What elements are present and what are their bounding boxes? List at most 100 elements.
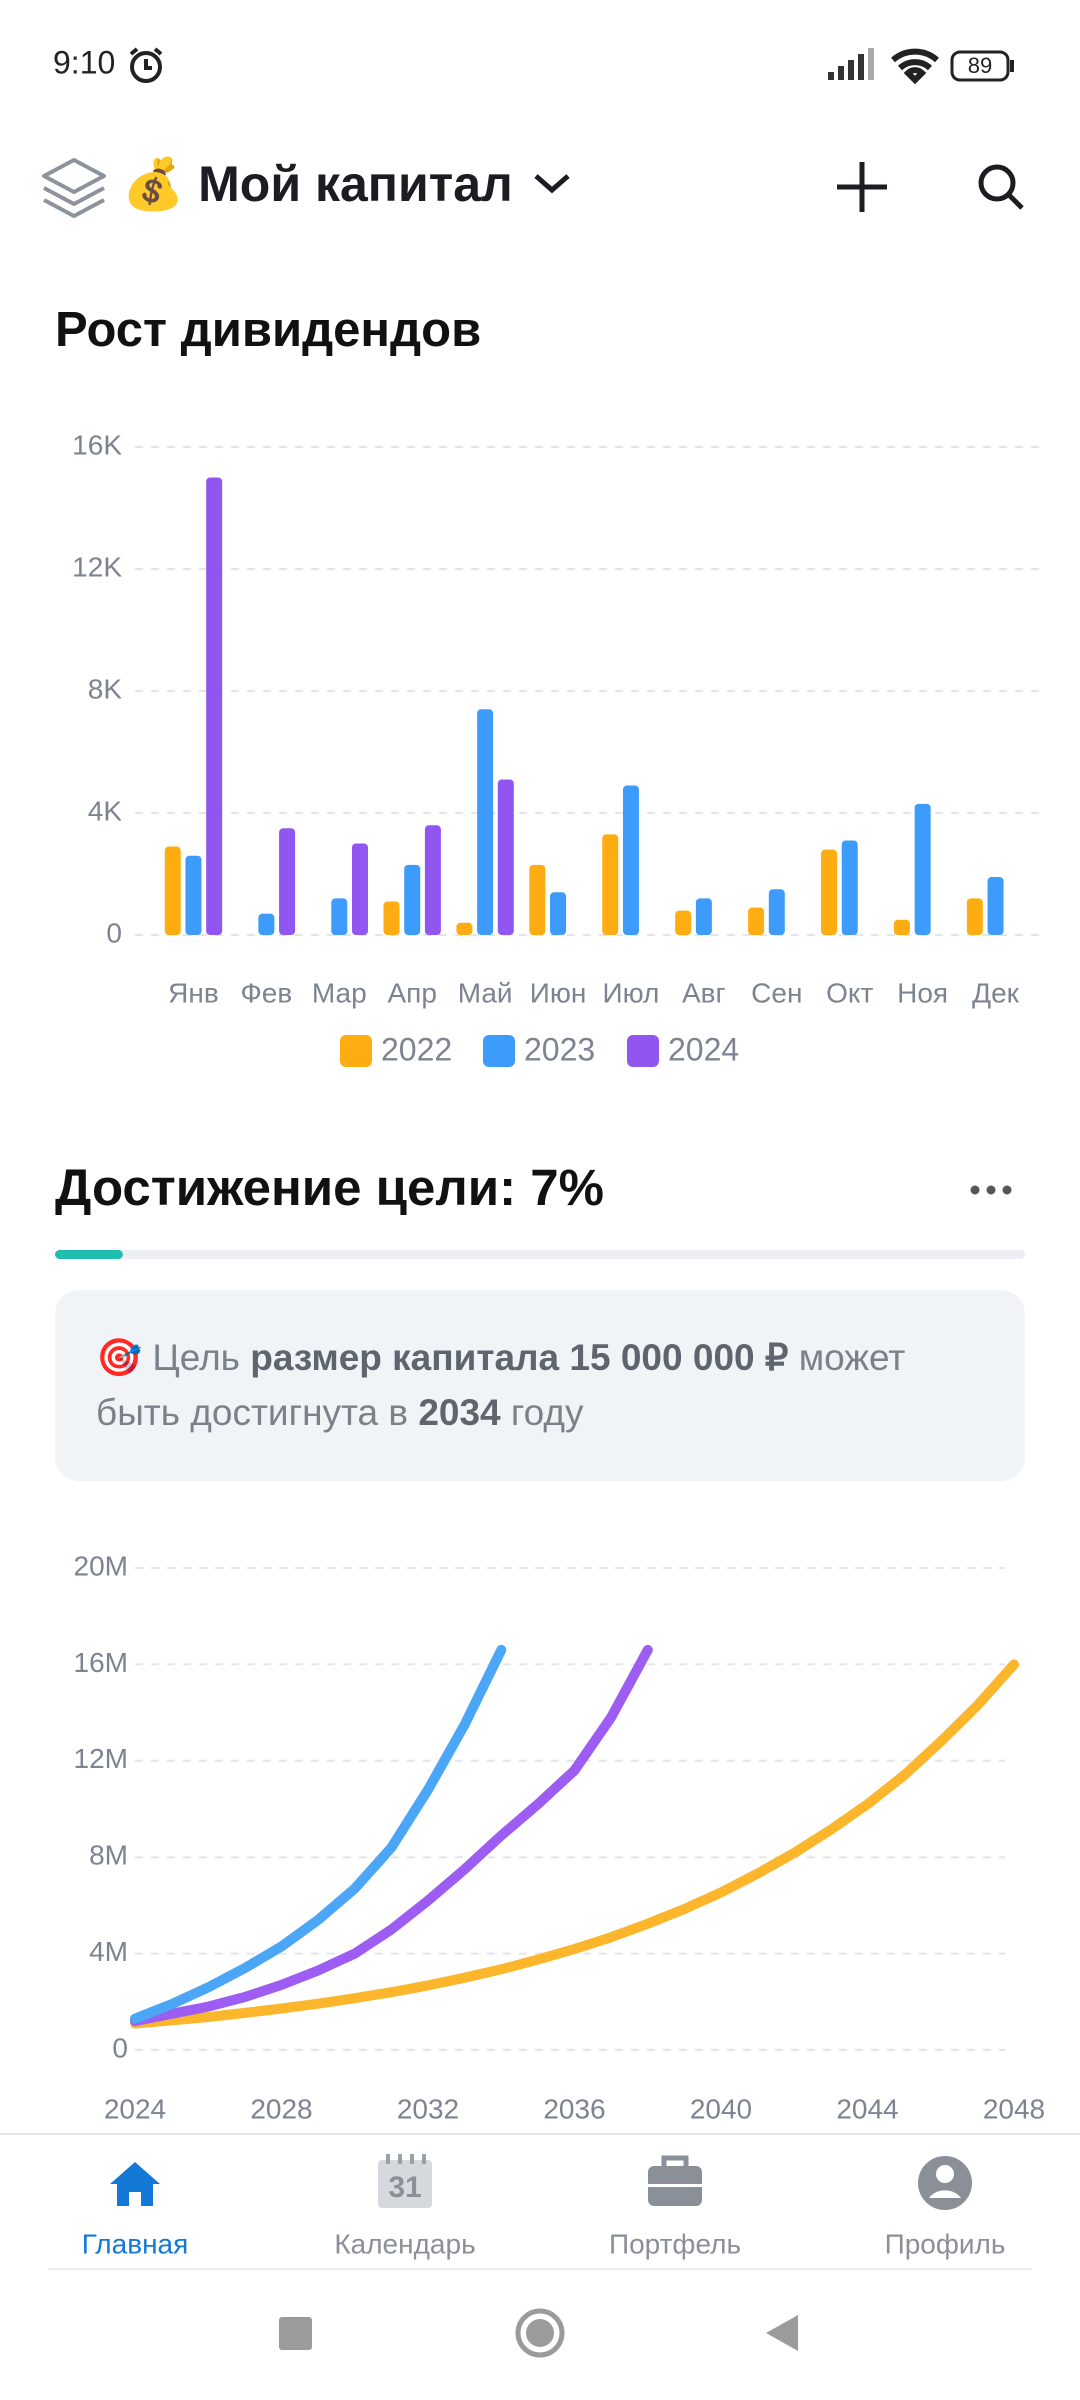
bar bbox=[550, 892, 567, 935]
message-text: быть достигнута в bbox=[96, 1392, 418, 1433]
x-tick-label: Ноя bbox=[897, 977, 948, 1008]
y-tick-label: 16K bbox=[72, 429, 122, 460]
x-tick-label: Апр bbox=[387, 977, 436, 1008]
message-text: Цель bbox=[152, 1337, 250, 1378]
message-text: может bbox=[788, 1337, 905, 1378]
y-tick-label: 0 bbox=[112, 2032, 128, 2063]
bar bbox=[206, 477, 223, 935]
line-series bbox=[130, 1644, 507, 2024]
bar bbox=[622, 785, 639, 935]
bar bbox=[331, 898, 348, 935]
bar bbox=[675, 910, 692, 935]
message-bold: 2034 bbox=[418, 1392, 501, 1433]
bar bbox=[748, 907, 765, 935]
portfolio-title[interactable]: 💰 Мой капитал bbox=[122, 155, 513, 214]
y-tick-label: 4M bbox=[89, 1936, 128, 1967]
bar bbox=[529, 864, 546, 935]
x-tick-label: 2028 bbox=[250, 2093, 312, 2124]
x-tick-label: 2040 bbox=[690, 2093, 752, 2124]
message-bold: размер капитала 15 000 000 ₽ bbox=[250, 1337, 788, 1378]
y-tick-label: 8K bbox=[88, 673, 123, 704]
x-tick-label: 2032 bbox=[397, 2093, 459, 2124]
goal-percent: 7% bbox=[530, 1159, 604, 1216]
goal-title: Достижение цели: 7% bbox=[55, 1159, 604, 1216]
x-tick-label: Июл bbox=[603, 977, 660, 1008]
y-tick-label: 4K bbox=[88, 795, 123, 826]
x-tick-label: Май bbox=[458, 977, 513, 1008]
y-tick-label: 12M bbox=[74, 1743, 128, 1774]
progress-bar bbox=[55, 1250, 123, 1259]
nav-label[interactable]: Календарь bbox=[334, 2228, 475, 2259]
recents-button[interactable] bbox=[279, 2317, 312, 2350]
battery-icon bbox=[950, 50, 1010, 82]
battery-level: 89 bbox=[968, 53, 992, 78]
message-text: году bbox=[501, 1392, 584, 1433]
y-tick-label: 0 bbox=[106, 917, 122, 948]
bar bbox=[456, 922, 473, 935]
goal-message-line: 🎯 Цель размер капитала 15 000 000 ₽ може… bbox=[96, 1337, 905, 1378]
back-button[interactable] bbox=[766, 2315, 798, 2351]
home-icon[interactable] bbox=[110, 2162, 160, 2206]
bar bbox=[768, 889, 785, 935]
bar bbox=[893, 919, 910, 935]
bar bbox=[497, 779, 514, 935]
portfolios-icon[interactable] bbox=[42, 158, 106, 218]
goal-icon: 🎯 bbox=[96, 1337, 142, 1378]
bar bbox=[821, 849, 838, 935]
x-tick-label: Окт bbox=[826, 977, 873, 1008]
goal-message-line: быть достигнута в 2034 году bbox=[96, 1392, 584, 1433]
legend-swatch bbox=[483, 1035, 515, 1067]
bar bbox=[914, 803, 931, 935]
x-tick-label: 2044 bbox=[836, 2093, 898, 2124]
progress-track bbox=[55, 1250, 1025, 1259]
x-tick-label: 2024 bbox=[104, 2093, 166, 2124]
calendar-icon[interactable]: 31 bbox=[378, 2154, 432, 2208]
x-tick-label: Фев bbox=[241, 977, 293, 1008]
bar bbox=[695, 898, 712, 935]
home-button[interactable] bbox=[515, 2308, 565, 2358]
more-button[interactable] bbox=[970, 1185, 1012, 1195]
line-series bbox=[130, 1659, 1019, 2029]
legend-swatch bbox=[340, 1035, 372, 1067]
x-tick-label: Сен bbox=[751, 977, 802, 1008]
dropdown-icon[interactable] bbox=[534, 174, 570, 194]
search-button[interactable] bbox=[978, 164, 1024, 210]
goal-title-text: Достижение цели: bbox=[55, 1159, 516, 1216]
bar bbox=[258, 913, 275, 935]
x-tick-label: 2048 bbox=[983, 2093, 1045, 2124]
bar bbox=[164, 846, 181, 935]
nav-label[interactable]: Портфель bbox=[609, 2228, 741, 2259]
add-button[interactable] bbox=[837, 162, 887, 212]
bar bbox=[424, 825, 441, 935]
portfolio-icon[interactable] bbox=[648, 2155, 702, 2206]
bar bbox=[966, 898, 983, 935]
x-tick-label: Янв bbox=[168, 977, 219, 1008]
y-tick-label: 8M bbox=[89, 1840, 128, 1871]
legend-label: 2024 bbox=[668, 1031, 739, 1067]
y-tick-label: 20M bbox=[74, 1550, 128, 1581]
bar bbox=[185, 855, 202, 935]
y-tick-label: 16M bbox=[74, 1647, 128, 1678]
battery-tip bbox=[1010, 60, 1014, 72]
x-tick-label: Авг bbox=[682, 977, 726, 1008]
profile-icon[interactable] bbox=[918, 2156, 972, 2210]
nav-label[interactable]: Главная bbox=[82, 2228, 189, 2259]
bar bbox=[841, 840, 858, 935]
alarm-icon bbox=[129, 47, 163, 83]
chart-title: Рост дивидендов bbox=[55, 303, 481, 357]
x-tick-label: Июн bbox=[530, 977, 587, 1008]
y-tick-label: 12K bbox=[72, 551, 122, 582]
legend-swatch bbox=[627, 1035, 659, 1067]
status-time: 9:10 bbox=[53, 44, 115, 80]
calendar-day: 31 bbox=[388, 2171, 421, 2204]
nav-label[interactable]: Профиль bbox=[885, 2228, 1006, 2259]
signal-icon bbox=[828, 48, 874, 80]
bar bbox=[351, 843, 368, 935]
legend-label: 2023 bbox=[524, 1031, 595, 1067]
bar bbox=[404, 864, 421, 935]
bar bbox=[477, 709, 494, 935]
bar bbox=[602, 834, 619, 935]
line-series bbox=[130, 1644, 653, 2027]
